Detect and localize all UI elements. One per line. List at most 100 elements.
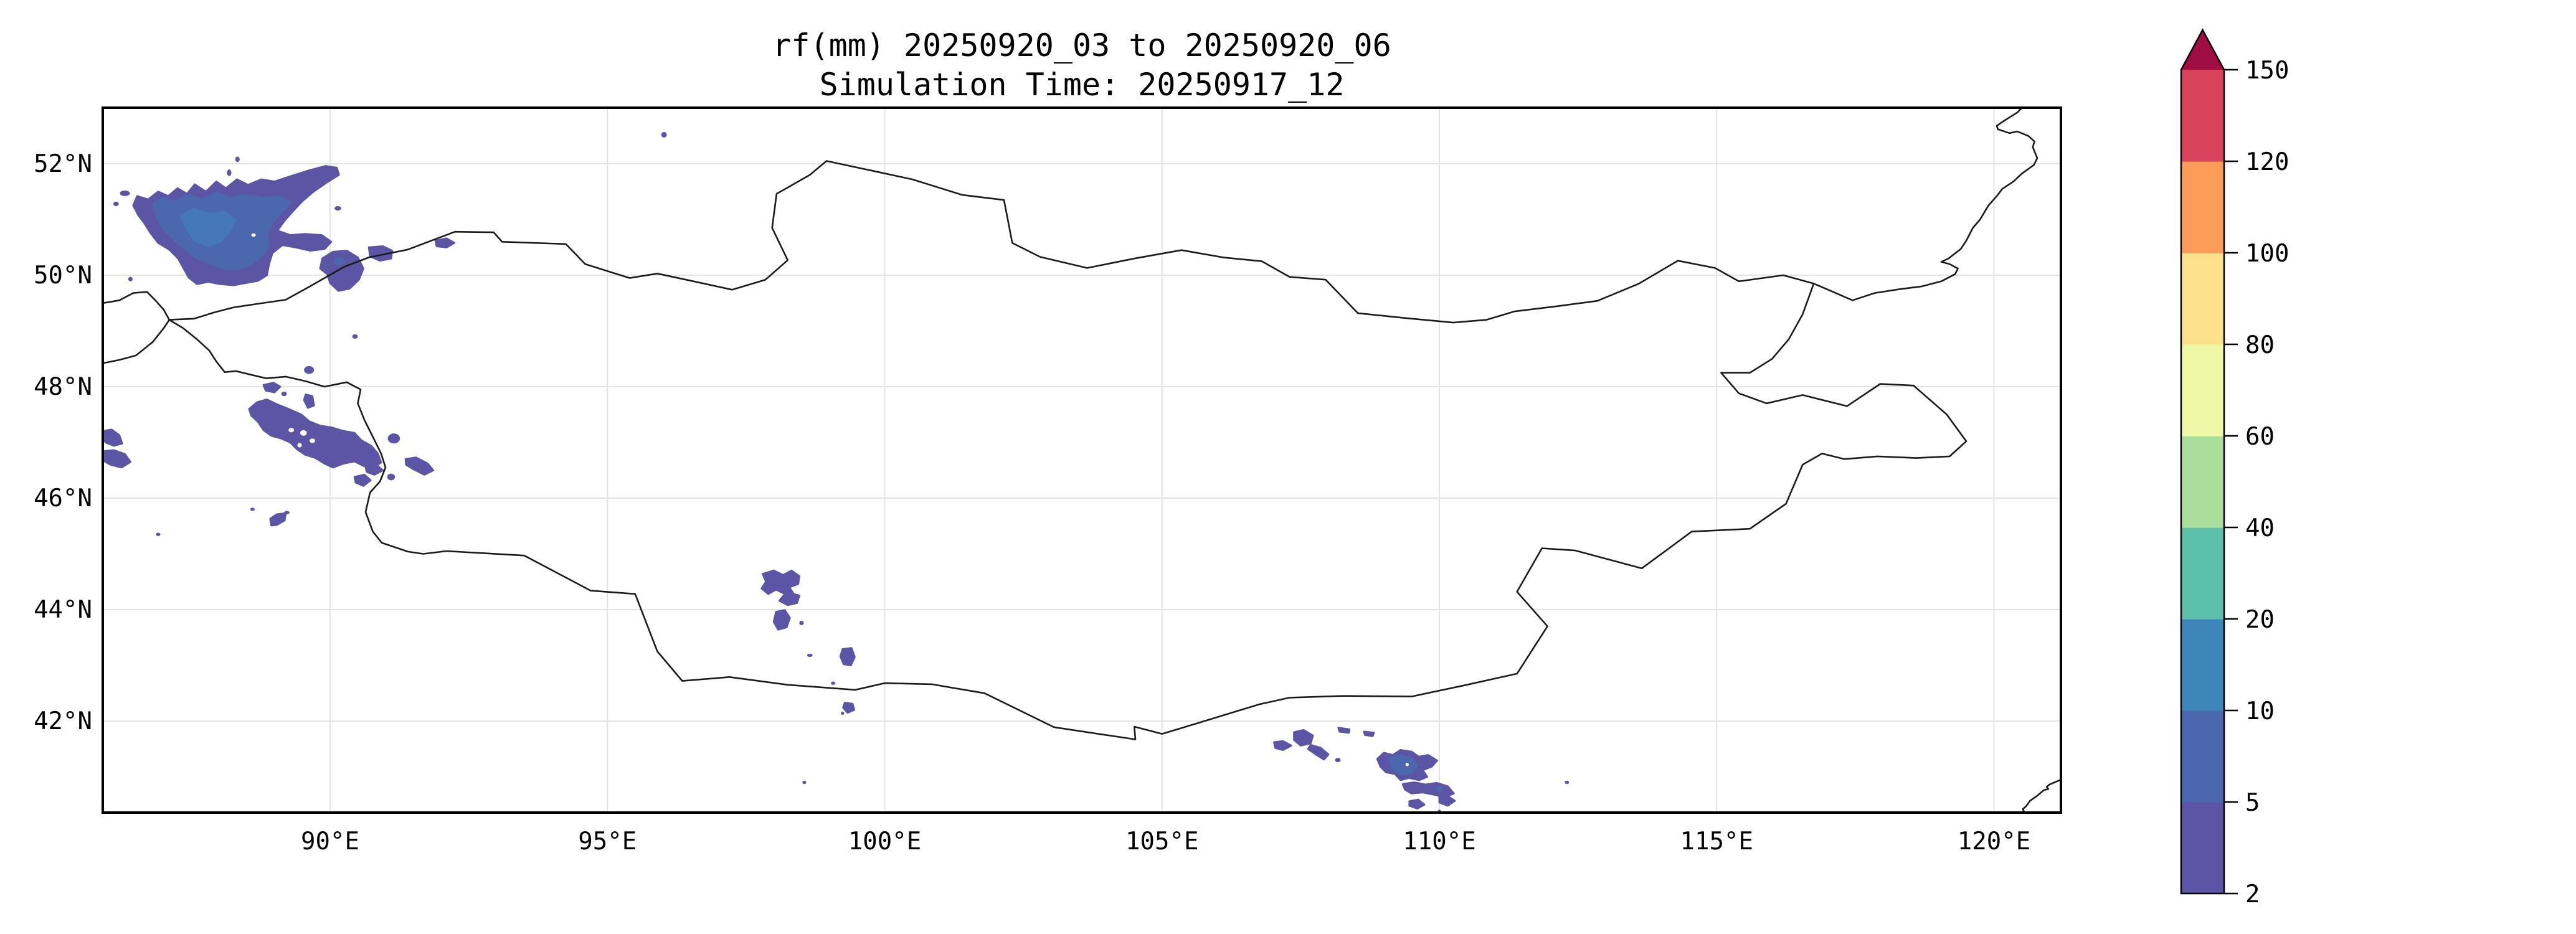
precipitation-layer: [103, 131, 1570, 813]
x-tick-label-100: 100°E: [848, 828, 921, 856]
y-tick-label-52: 52°N: [34, 150, 92, 178]
rain-patch-south-cluster2-lobe: [1401, 781, 1455, 799]
colorbar-label-60: 60: [2245, 423, 2275, 451]
colorbar-label-80: 80: [2245, 331, 2275, 359]
colorbar-label-150: 150: [2245, 57, 2289, 85]
rain-patch-west-cluster-b8: [364, 464, 384, 476]
rain-patch-central-patch-b: [772, 609, 791, 631]
rain-patch-south-cluster1-b: [1293, 729, 1314, 747]
colorbar-segment-10-20: [2181, 619, 2224, 711]
y-tick-label-42: 42°N: [34, 707, 92, 735]
rain-dot: [334, 257, 346, 265]
rain-patch-south-cluster2-c: [1408, 798, 1426, 809]
rain-dot: [661, 131, 667, 138]
rain-patch-central-patch-d: [842, 702, 855, 714]
rain-dot: [802, 780, 807, 785]
kazakhstan-china-border: [103, 319, 171, 364]
rain-hole: [297, 443, 302, 448]
colorbar-segment-5-10: [2181, 710, 2224, 803]
rain-hole: [288, 428, 295, 433]
figure-title-line1: rf(mm) 20250920_03 to 20250920_06: [772, 27, 1391, 64]
russia-kazakhstan-border: [103, 291, 171, 321]
mongolia-border: [168, 160, 1968, 740]
rain-dot: [113, 201, 119, 207]
rain-patch-central-patch-a: [760, 569, 800, 606]
rain-patch-south-cluster1-c: [1307, 744, 1330, 761]
rain-patch-west-edge-patch-b: [103, 449, 131, 469]
rain-dot: [281, 392, 287, 397]
rain-dot: [1435, 786, 1444, 792]
colorbar-segment-80-100: [2181, 253, 2224, 345]
rain-patch-west-edge-patch-a: [103, 428, 123, 447]
rain-hole: [300, 430, 307, 436]
axes-frame-layer: [102, 106, 2062, 814]
rain-dot: [227, 169, 232, 176]
rain-dot: [387, 433, 400, 444]
rain-patch-west-cluster-b9: [269, 512, 287, 527]
tick-labels-layer: 90°E 95°E 100°E 105°E 110°E 115°E 120°E 52°N 50°…: [34, 150, 2030, 856]
rain-patch-central-patch-c: [839, 647, 856, 666]
rain-dot: [841, 711, 845, 715]
colorbar-label-2: 2: [2245, 880, 2260, 908]
figure-title-line2: Simulation Time: 20250917_12: [820, 67, 1345, 103]
colorbar-segment-120-150: [2181, 70, 2224, 162]
rain-patch-west-cluster-b7: [353, 473, 372, 487]
rain-patch-west-cluster-b5: [404, 456, 435, 476]
x-tick-label-105: 105°E: [1125, 828, 1198, 856]
rain-dot: [284, 511, 290, 514]
rain-patch-west-cluster-b3: [303, 394, 315, 409]
rain-hole: [1405, 763, 1409, 767]
colorbar-segment-2-5: [2181, 802, 2224, 894]
colorbar-segment-40-60: [2181, 436, 2224, 528]
rain-dot: [250, 507, 255, 511]
map-frame: [102, 106, 2062, 814]
y-tick-label-44: 44°N: [34, 596, 92, 624]
rain-dot: [352, 334, 358, 339]
colorbar-segment-20-40: [2181, 527, 2224, 620]
rain-hole: [251, 233, 256, 237]
y-tick-label-50: 50°N: [34, 262, 92, 290]
rain-dot: [807, 653, 813, 658]
colorbar-label-100: 100: [2245, 240, 2289, 268]
corner-border-segment: [2022, 778, 2061, 813]
colorbar-outline: [2180, 28, 2225, 895]
x-tick-label-95: 95°E: [578, 828, 637, 856]
rain-dot: [831, 681, 836, 685]
y-tick-label-46: 46°N: [34, 484, 92, 512]
x-tick-label-110: 110°E: [1403, 828, 1475, 856]
rain-patch-south-cluster1-a: [1273, 740, 1292, 751]
colorbar-over-arrow: [2181, 30, 2224, 70]
rain-dot: [799, 620, 804, 626]
rain-patch-border-patch-c: [434, 237, 455, 248]
rain-dot: [120, 190, 130, 196]
rain-dot: [334, 206, 341, 211]
rain-dot: [1565, 780, 1570, 785]
rain-patch-south-cluster1-e: [1363, 730, 1375, 737]
rain-patch-nw-blob-core: [179, 208, 237, 247]
colorbar-segment-60-80: [2181, 344, 2224, 436]
rain-dot: [156, 532, 161, 536]
x-tick-label-120: 120°E: [1958, 828, 2030, 856]
y-tick-label-48: 48°N: [34, 373, 92, 401]
x-tick-label-90: 90°E: [301, 828, 359, 856]
colorbar-label-20: 20: [2245, 606, 2275, 634]
rain-patch-west-cluster-main: [248, 399, 382, 469]
rain-dot: [304, 366, 315, 374]
rain-patch-border-patch-b: [367, 245, 394, 262]
rain-patch-south-cluster1-d: [1337, 727, 1351, 734]
colorbar-label-10: 10: [2245, 697, 2275, 725]
colorbar-segment-100-120: [2181, 161, 2224, 253]
rain-patch-south-cluster2-inner: [1388, 754, 1418, 776]
rain-dot: [235, 156, 240, 163]
country-borders-layer: [103, 108, 2061, 813]
colorbar-label-40: 40: [2245, 514, 2275, 542]
colorbar: 2 5 10 20 40 60 80 100 120 150: [2180, 28, 2289, 908]
grid-layer: [103, 108, 2061, 813]
rain-hole: [310, 438, 315, 443]
russia-china-border: [1812, 108, 2039, 301]
rain-dot: [128, 276, 133, 281]
rain-patch-south-cluster2-d: [1438, 795, 1456, 807]
rain-dot: [1335, 758, 1341, 763]
